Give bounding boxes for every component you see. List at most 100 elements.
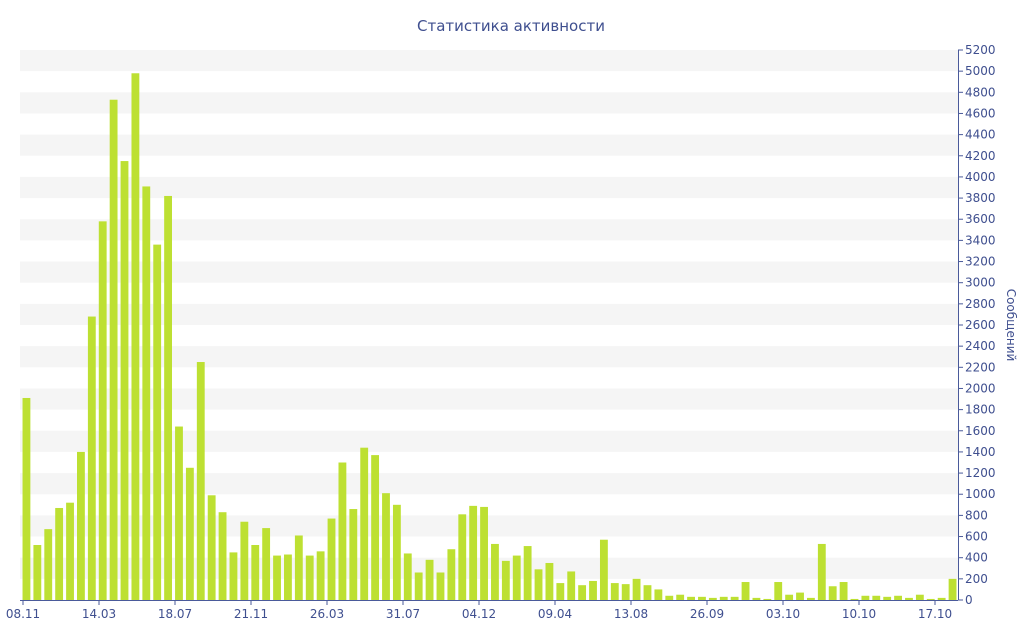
grid-band (20, 219, 958, 241)
bar (491, 543, 499, 600)
x-tick-label: 31.07 (386, 607, 420, 621)
bar (741, 582, 750, 600)
y-tick-label: 600 (965, 530, 988, 544)
bar (948, 578, 957, 600)
bar (752, 597, 761, 600)
grid-band (20, 134, 958, 156)
bar (719, 596, 728, 600)
bar (643, 585, 652, 600)
bars (22, 73, 957, 601)
bar (273, 555, 281, 600)
y-tick-label: 400 (965, 551, 988, 565)
bar (806, 597, 815, 600)
bar (120, 161, 129, 600)
bar (44, 529, 53, 600)
y-tick-label: 800 (965, 508, 988, 522)
bar (905, 597, 913, 600)
y-tick-label: 0 (965, 593, 973, 607)
x-tick-label: 03.10 (766, 607, 800, 621)
y-tick-label: 1200 (965, 466, 996, 480)
bar (937, 597, 946, 600)
bar (730, 596, 739, 600)
bar (33, 545, 42, 600)
y-tick-label: 3200 (965, 255, 996, 269)
bar (142, 186, 151, 600)
bar (294, 535, 303, 600)
bar (109, 99, 118, 601)
bar (229, 552, 238, 600)
bar (262, 528, 271, 600)
bar (501, 560, 510, 600)
bar (632, 578, 641, 600)
x-tick-label: 17.10 (918, 607, 952, 621)
bar (425, 559, 434, 600)
bar (98, 221, 107, 600)
grid-band (20, 473, 958, 495)
x-ticks: 08.11 14.03 18.07 21.11 26.03 31.07 04.12 09.04… (6, 600, 952, 621)
bar (545, 562, 554, 600)
y-tick-label: 5200 (965, 43, 996, 57)
bar (578, 585, 587, 600)
bar (512, 555, 521, 600)
y-tick-label: 2200 (965, 360, 996, 374)
bar (534, 569, 543, 600)
bar (708, 597, 717, 600)
bar (131, 73, 140, 600)
x-tick-label: 13.08 (614, 607, 648, 621)
bar (926, 598, 935, 600)
bar (796, 592, 804, 600)
bar (87, 316, 96, 600)
y-tick-label: 1000 (965, 487, 996, 501)
bar (469, 505, 478, 600)
bar (316, 551, 325, 600)
bar (774, 582, 783, 600)
x-tick-label: 04.12 (462, 607, 496, 621)
bar (240, 521, 249, 600)
bar (392, 504, 401, 600)
y-tick-label: 3800 (965, 191, 996, 205)
bar (371, 455, 380, 600)
x-tick-label: 10.10 (842, 607, 876, 621)
y-tick-label: 3400 (965, 233, 996, 247)
bar (621, 584, 630, 600)
y-tick-label: 5000 (965, 64, 996, 78)
bar (284, 554, 292, 600)
bar (589, 580, 597, 600)
x-tick-label: 18.07 (158, 607, 192, 621)
y-tick-label: 1800 (965, 403, 996, 417)
bar (164, 195, 172, 600)
bar (360, 447, 369, 600)
grid-band (20, 261, 958, 283)
bar (654, 589, 663, 600)
bar (839, 582, 848, 600)
bar (676, 594, 685, 600)
bar (894, 595, 902, 600)
y-tick-label: 4800 (965, 85, 996, 99)
bar (66, 502, 74, 600)
bar (77, 451, 85, 600)
y-tick-label: 2800 (965, 297, 996, 311)
bar (349, 509, 358, 600)
bar (556, 583, 565, 600)
bar (251, 545, 260, 600)
grid-band (20, 303, 958, 325)
bar (915, 594, 924, 600)
y-tick-label: 1400 (965, 445, 996, 459)
chart-title: Статистика активности (417, 17, 605, 35)
y-tick-label: 4200 (965, 149, 996, 163)
bar (610, 583, 619, 600)
bar (436, 572, 445, 600)
grid-bands (20, 50, 958, 579)
bar (480, 506, 488, 600)
bar (414, 572, 423, 600)
bar (218, 512, 227, 600)
x-tick-label: 26.09 (690, 607, 724, 621)
y-tick-label: 4400 (965, 128, 996, 142)
x-tick-label: 21.11 (234, 607, 268, 621)
y-tick-label: 2400 (965, 339, 996, 353)
x-tick-label: 08.11 (6, 607, 40, 621)
bar (382, 493, 390, 600)
grid-band (20, 176, 958, 199)
y-tick-label: 4000 (965, 170, 996, 184)
